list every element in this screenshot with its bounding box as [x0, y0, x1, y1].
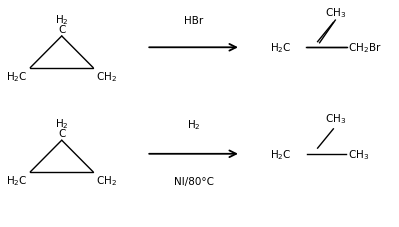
Text: CH$_2$: CH$_2$ — [97, 173, 117, 187]
Text: NI/80°C: NI/80°C — [174, 177, 213, 187]
Text: CH$_3$: CH$_3$ — [325, 112, 346, 126]
Text: H$_2$: H$_2$ — [55, 117, 69, 131]
Text: H$_2$: H$_2$ — [187, 118, 200, 132]
Text: C: C — [58, 129, 65, 139]
Text: CH$_2$: CH$_2$ — [97, 69, 117, 83]
Text: CH$_3$: CH$_3$ — [325, 6, 346, 20]
Text: H$_2$C: H$_2$C — [271, 147, 292, 161]
Text: C: C — [58, 25, 65, 35]
Text: CH$_2$Br: CH$_2$Br — [348, 41, 381, 55]
Text: H$_2$: H$_2$ — [55, 13, 69, 27]
Text: H$_2$C: H$_2$C — [6, 173, 27, 187]
Text: CH$_3$: CH$_3$ — [348, 147, 369, 161]
Text: HBr: HBr — [184, 16, 203, 25]
Text: H$_2$C: H$_2$C — [6, 69, 27, 83]
Text: H$_2$C: H$_2$C — [271, 41, 292, 55]
